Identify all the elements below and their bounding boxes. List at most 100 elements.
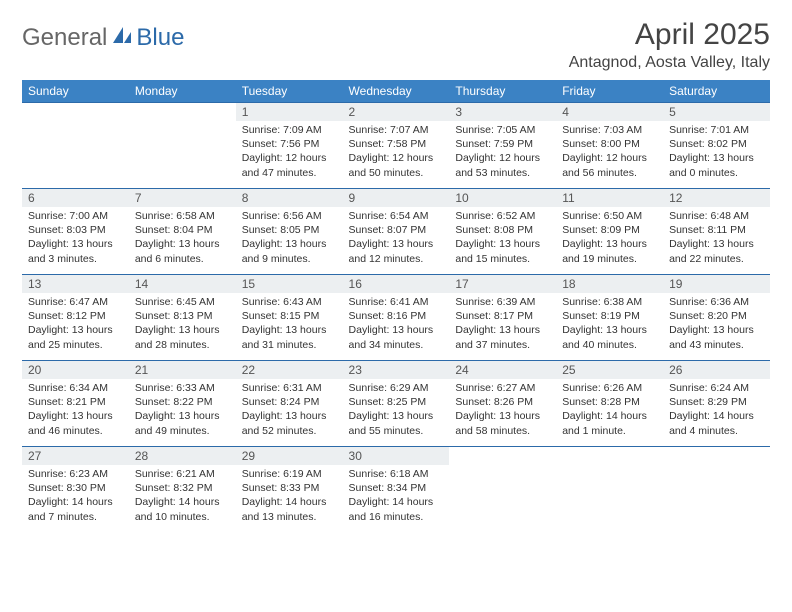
day-wrap: 22Sunrise: 6:31 AMSunset: 8:24 PMDayligh…: [236, 360, 343, 446]
sunset-text: Sunset: 8:13 PM: [135, 309, 230, 323]
daylight-text: Daylight: 13 hours and 3 minutes.: [28, 237, 123, 265]
sunrise-text: Sunrise: 6:41 AM: [349, 295, 444, 309]
day-number: 3: [449, 103, 556, 121]
sunrise-text: Sunrise: 6:58 AM: [135, 209, 230, 223]
calendar-cell: 4Sunrise: 7:03 AMSunset: 8:00 PMDaylight…: [556, 102, 663, 188]
day-body: Sunrise: 6:26 AMSunset: 8:28 PMDaylight:…: [556, 379, 663, 442]
day-body: [129, 121, 236, 127]
day-body: Sunrise: 6:29 AMSunset: 8:25 PMDaylight:…: [343, 379, 450, 442]
day-wrap: 21Sunrise: 6:33 AMSunset: 8:22 PMDayligh…: [129, 360, 236, 446]
sunset-text: Sunset: 8:11 PM: [669, 223, 764, 237]
calendar-cell: 3Sunrise: 7:05 AMSunset: 7:59 PMDaylight…: [449, 102, 556, 188]
calendar-cell: 16Sunrise: 6:41 AMSunset: 8:16 PMDayligh…: [343, 274, 450, 360]
day-wrap: 4Sunrise: 7:03 AMSunset: 8:00 PMDaylight…: [556, 102, 663, 188]
sunrise-text: Sunrise: 6:27 AM: [455, 381, 550, 395]
weekday-header: Friday: [556, 80, 663, 102]
calendar-cell: 26Sunrise: 6:24 AMSunset: 8:29 PMDayligh…: [663, 360, 770, 446]
day-wrap: 18Sunrise: 6:38 AMSunset: 8:19 PMDayligh…: [556, 274, 663, 360]
calendar-cell: 21Sunrise: 6:33 AMSunset: 8:22 PMDayligh…: [129, 360, 236, 446]
daylight-text: Daylight: 12 hours and 53 minutes.: [455, 151, 550, 179]
sunset-text: Sunset: 8:25 PM: [349, 395, 444, 409]
daylight-text: Daylight: 14 hours and 4 minutes.: [669, 409, 764, 437]
day-wrap: 3Sunrise: 7:05 AMSunset: 7:59 PMDaylight…: [449, 102, 556, 188]
sunrise-text: Sunrise: 6:29 AM: [349, 381, 444, 395]
daylight-text: Daylight: 13 hours and 49 minutes.: [135, 409, 230, 437]
calendar-cell: 22Sunrise: 6:31 AMSunset: 8:24 PMDayligh…: [236, 360, 343, 446]
calendar-body: 1Sunrise: 7:09 AMSunset: 7:56 PMDaylight…: [22, 102, 770, 532]
calendar-cell: 2Sunrise: 7:07 AMSunset: 7:58 PMDaylight…: [343, 102, 450, 188]
calendar-week-row: 13Sunrise: 6:47 AMSunset: 8:12 PMDayligh…: [22, 274, 770, 360]
logo-text-general: General: [22, 24, 107, 52]
sunset-text: Sunset: 8:30 PM: [28, 481, 123, 495]
sunrise-text: Sunrise: 6:33 AM: [135, 381, 230, 395]
sunset-text: Sunset: 8:00 PM: [562, 137, 657, 151]
day-wrap: 8Sunrise: 6:56 AMSunset: 8:05 PMDaylight…: [236, 188, 343, 274]
day-number: 1: [236, 103, 343, 121]
day-wrap: 10Sunrise: 6:52 AMSunset: 8:08 PMDayligh…: [449, 188, 556, 274]
day-body: Sunrise: 6:47 AMSunset: 8:12 PMDaylight:…: [22, 293, 129, 356]
page-title: April 2025: [569, 18, 770, 52]
sunrise-text: Sunrise: 6:48 AM: [669, 209, 764, 223]
sunrise-text: Sunrise: 6:50 AM: [562, 209, 657, 223]
sunset-text: Sunset: 8:26 PM: [455, 395, 550, 409]
calendar-week-row: 20Sunrise: 6:34 AMSunset: 8:21 PMDayligh…: [22, 360, 770, 446]
day-wrap: 23Sunrise: 6:29 AMSunset: 8:25 PMDayligh…: [343, 360, 450, 446]
day-number: 5: [663, 103, 770, 121]
weekday-header-row: SundayMondayTuesdayWednesdayThursdayFrid…: [22, 80, 770, 102]
day-wrap: 5Sunrise: 7:01 AMSunset: 8:02 PMDaylight…: [663, 102, 770, 188]
sunrise-text: Sunrise: 7:05 AM: [455, 123, 550, 137]
day-wrap: [22, 102, 129, 188]
calendar-cell: [449, 446, 556, 532]
day-body: Sunrise: 6:33 AMSunset: 8:22 PMDaylight:…: [129, 379, 236, 442]
day-body: [22, 121, 129, 127]
weekday-header: Monday: [129, 80, 236, 102]
day-wrap: [449, 446, 556, 532]
sunset-text: Sunset: 7:58 PM: [349, 137, 444, 151]
logo: General Blue: [22, 24, 184, 52]
day-number: 21: [129, 361, 236, 379]
sunset-text: Sunset: 8:05 PM: [242, 223, 337, 237]
calendar-week-row: 27Sunrise: 6:23 AMSunset: 8:30 PMDayligh…: [22, 446, 770, 532]
day-number: 15: [236, 275, 343, 293]
sunrise-text: Sunrise: 7:00 AM: [28, 209, 123, 223]
day-number: 18: [556, 275, 663, 293]
day-body: Sunrise: 6:50 AMSunset: 8:09 PMDaylight:…: [556, 207, 663, 270]
day-wrap: 1Sunrise: 7:09 AMSunset: 7:56 PMDaylight…: [236, 102, 343, 188]
day-wrap: 26Sunrise: 6:24 AMSunset: 8:29 PMDayligh…: [663, 360, 770, 446]
day-body: Sunrise: 6:52 AMSunset: 8:08 PMDaylight:…: [449, 207, 556, 270]
day-body: [449, 465, 556, 471]
weekday-header: Tuesday: [236, 80, 343, 102]
day-wrap: 12Sunrise: 6:48 AMSunset: 8:11 PMDayligh…: [663, 188, 770, 274]
sunset-text: Sunset: 8:29 PM: [669, 395, 764, 409]
day-body: Sunrise: 6:48 AMSunset: 8:11 PMDaylight:…: [663, 207, 770, 270]
daylight-text: Daylight: 13 hours and 0 minutes.: [669, 151, 764, 179]
calendar-cell: 9Sunrise: 6:54 AMSunset: 8:07 PMDaylight…: [343, 188, 450, 274]
calendar-cell: 24Sunrise: 6:27 AMSunset: 8:26 PMDayligh…: [449, 360, 556, 446]
day-body: Sunrise: 6:19 AMSunset: 8:33 PMDaylight:…: [236, 465, 343, 528]
sunrise-text: Sunrise: 6:47 AM: [28, 295, 123, 309]
sunrise-text: Sunrise: 6:19 AM: [242, 467, 337, 481]
calendar-cell: 5Sunrise: 7:01 AMSunset: 8:02 PMDaylight…: [663, 102, 770, 188]
sunset-text: Sunset: 8:09 PM: [562, 223, 657, 237]
calendar-week-row: 6Sunrise: 7:00 AMSunset: 8:03 PMDaylight…: [22, 188, 770, 274]
daylight-text: Daylight: 12 hours and 56 minutes.: [562, 151, 657, 179]
sunrise-text: Sunrise: 6:23 AM: [28, 467, 123, 481]
sunrise-text: Sunrise: 6:43 AM: [242, 295, 337, 309]
day-number: 4: [556, 103, 663, 121]
day-number: 23: [343, 361, 450, 379]
header: General Blue April 2025 Antagnod, Aosta …: [22, 18, 770, 72]
calendar-week-row: 1Sunrise: 7:09 AMSunset: 7:56 PMDaylight…: [22, 102, 770, 188]
day-wrap: 27Sunrise: 6:23 AMSunset: 8:30 PMDayligh…: [22, 446, 129, 532]
daylight-text: Daylight: 13 hours and 55 minutes.: [349, 409, 444, 437]
weekday-header: Saturday: [663, 80, 770, 102]
day-number: 8: [236, 189, 343, 207]
calendar-page: General Blue April 2025 Antagnod, Aosta …: [0, 0, 792, 550]
sunrise-text: Sunrise: 6:21 AM: [135, 467, 230, 481]
day-wrap: [129, 102, 236, 188]
sunrise-text: Sunrise: 6:34 AM: [28, 381, 123, 395]
day-body: Sunrise: 6:27 AMSunset: 8:26 PMDaylight:…: [449, 379, 556, 442]
day-body: Sunrise: 6:39 AMSunset: 8:17 PMDaylight:…: [449, 293, 556, 356]
day-wrap: 11Sunrise: 6:50 AMSunset: 8:09 PMDayligh…: [556, 188, 663, 274]
day-wrap: 14Sunrise: 6:45 AMSunset: 8:13 PMDayligh…: [129, 274, 236, 360]
day-number: 20: [22, 361, 129, 379]
